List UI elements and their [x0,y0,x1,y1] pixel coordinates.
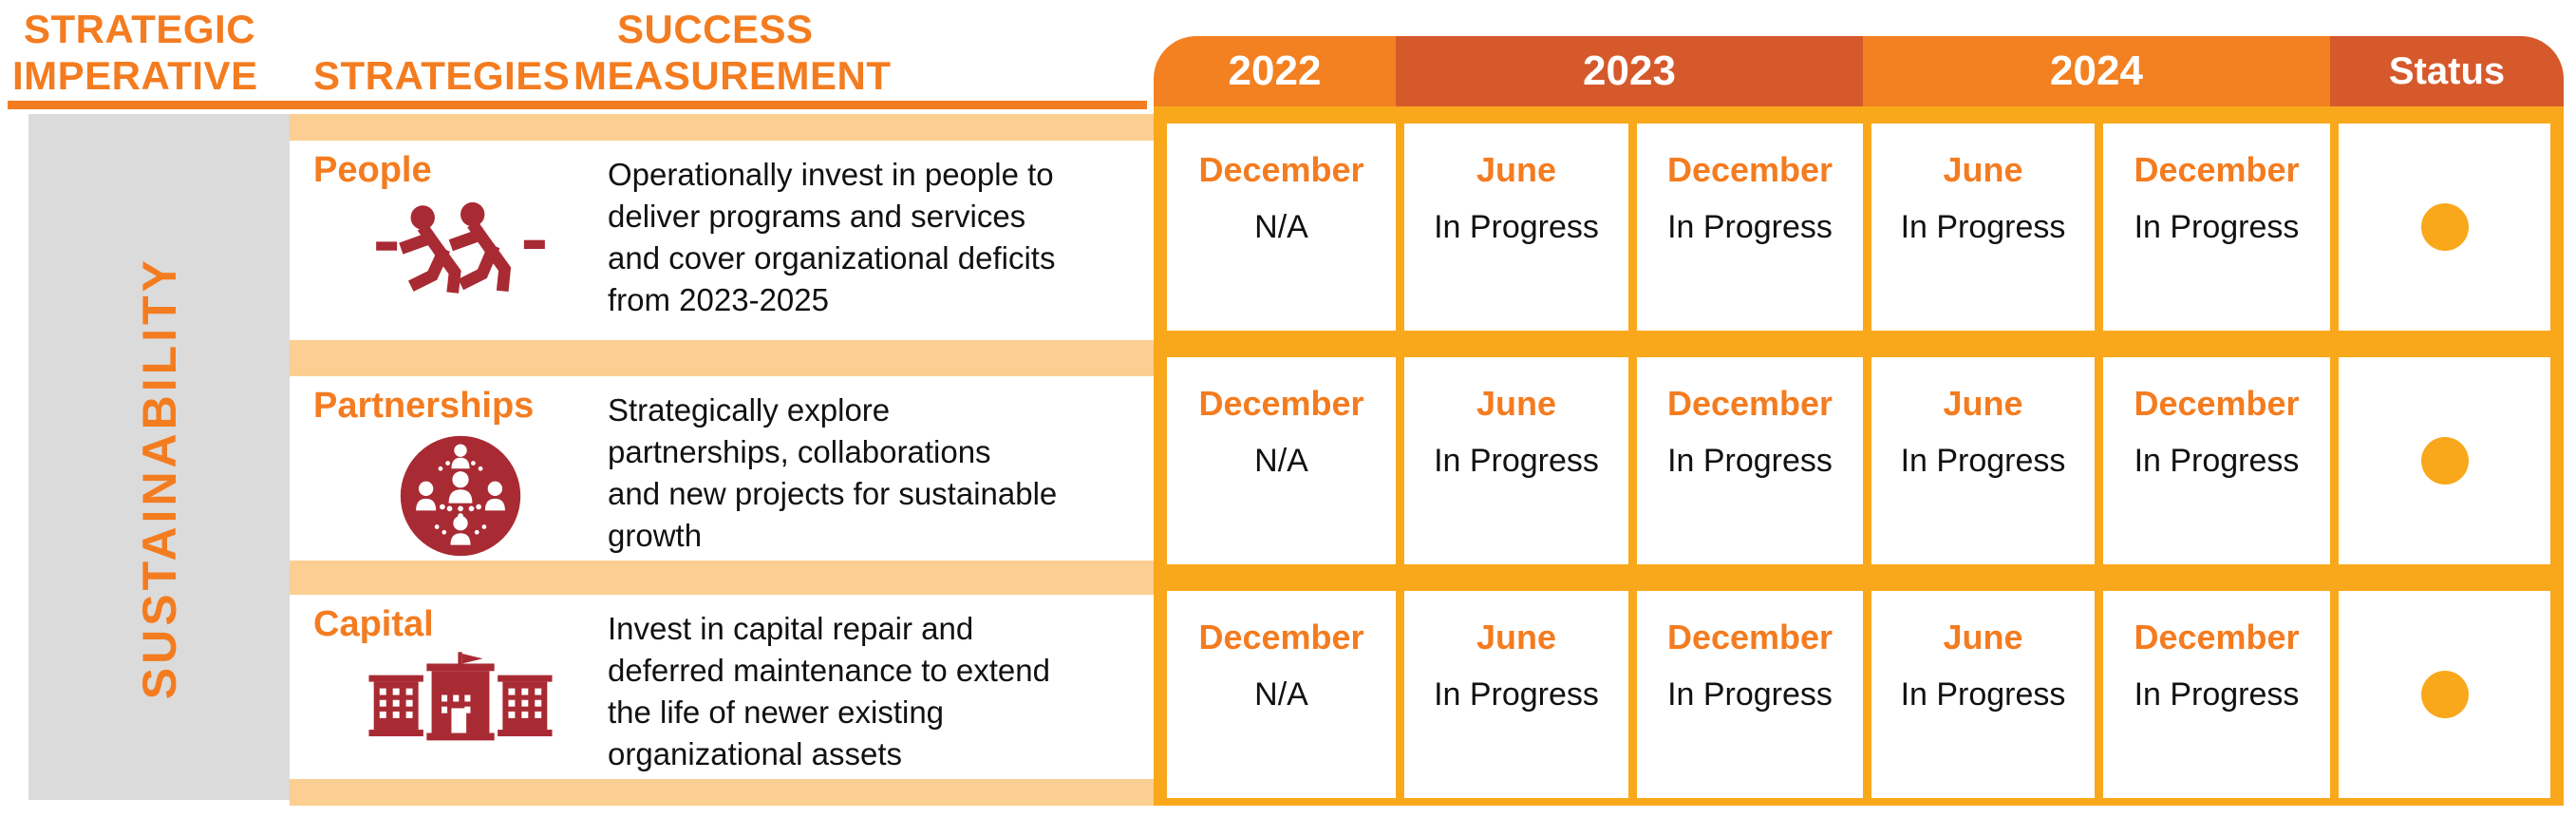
timeline-cell: June In Progress [1871,357,2095,564]
timeline-status-text: In Progress [2134,443,2300,479]
timeline-status-text: In Progress [1900,676,2066,713]
status-column-header: Status [2330,36,2564,106]
timeline-month-label: June [1943,150,2023,189]
timeline-cell: December In Progress [2103,124,2330,331]
header-line: IMPERATIVE [12,53,258,98]
timeline-cell: December In Progress [1637,591,1863,798]
status-cell [2339,591,2550,798]
year-header-2022: 2022 [1154,36,1396,106]
column-header-success-measurement: SUCCESS MEASUREMENT [573,6,892,99]
status-dot-amber-dot [2420,437,2469,485]
timeline-month-label: June [1943,618,2023,656]
strategy-row: People Operationally invest in people to… [290,141,1154,340]
timeline-cell: December N/A [1167,591,1396,798]
strategy-row: Partnerships [290,376,1154,561]
timeline-month-label: December [1198,150,1364,189]
timeline-cell: December N/A [1167,124,1396,331]
timeline-status-text: In Progress [1667,443,1833,479]
header-line: MEASUREMENT [573,53,892,98]
timeline-month-label: December [1666,384,1833,423]
strategies-rows: People Operationally invest in people to… [290,114,1154,806]
timeline-cell: June In Progress [1871,124,2095,331]
imperative-label: SUSTAINABILITY [132,257,186,700]
timeline-month-label: June [1476,150,1557,189]
timeline-status-text: In Progress [1434,676,1599,713]
timeline-month-label: December [1198,618,1364,656]
header-underline [8,101,1147,109]
timeline-cell: December N/A [1167,357,1396,564]
row-separator-band [290,114,1154,141]
timeline-cell: June In Progress [1871,591,2095,798]
building-icon [368,652,553,741]
status-dot-amber-dot [2420,671,2469,718]
timeline-month-label: June [1476,618,1557,656]
row-separator-band [290,779,1154,806]
status-dot-amber-dot [2420,203,2469,251]
timeline-status-text: N/A [1254,676,1308,713]
network-people-icon [400,435,521,557]
year-header-bar: 2022 2023 2024 Status [1154,36,2564,106]
timeline-status-text: In Progress [2134,209,2300,245]
status-cell [2339,124,2550,331]
strategy-cell: Capital [290,595,598,779]
network-people-icon [397,432,524,560]
column-header-strategic-imperative: STRATEGIC IMPERATIVE [12,6,258,99]
timeline-month-label: December [2134,384,2300,423]
timeline-status-text: In Progress [1900,443,2066,479]
timeline-month-label: December [1666,618,1833,656]
year-header-2024: 2024 [1863,36,2330,106]
success-measurement-text: Operationally invest in people to delive… [608,157,1056,317]
timeline-status-text: In Progress [1434,209,1599,245]
tug-of-war-icon [376,201,545,294]
header-line: SUCCESS [617,7,814,51]
success-measurement-text: Invest in capital repair and deferred ma… [608,611,1050,771]
timeline-grid: December N/A June In Progress December In Pro… [1154,106,2564,806]
timeline-month-label: December [1666,150,1833,189]
timeline-cell: December In Progress [1637,357,1863,564]
timeline-status-text: In Progress [1667,676,1833,713]
timeline-month-label: December [2134,618,2300,656]
timeline-cell: December In Progress [2103,357,2330,564]
strategy-cell: People [290,141,598,340]
column-header-strategies: STRATEGIES [313,53,571,98]
timeline-status-text: In Progress [2134,676,2300,713]
timeline-status-text: In Progress [1900,209,2066,245]
timeline-month-label: December [1198,384,1364,423]
strategy-label: Capital [313,604,434,644]
timeline-month-label: December [2134,150,2300,189]
row-separator-band [290,340,1154,376]
strategy-label: Partnerships [313,386,535,426]
timeline-month-label: June [1943,384,2023,423]
year-header-2023: 2023 [1396,36,1863,106]
timeline-cell: December In Progress [1637,124,1863,331]
header-line: STRATEGIC [24,7,256,51]
strategy-row: Capital [290,595,1154,779]
timeline-status-text: N/A [1254,443,1308,479]
timeline-status-text: In Progress [1667,209,1833,245]
timeline-cell: June In Progress [1404,591,1628,798]
strategy-label: People [313,150,432,190]
row-separator-band [290,561,1154,595]
imperative-cell-sustainability: SUSTAINABILITY [28,114,290,800]
success-measurement-text: Strategically explore partnerships, coll… [608,392,1058,553]
timeline-month-label: June [1476,384,1557,423]
timeline-cell: December In Progress [2103,591,2330,798]
status-cell [2339,357,2550,564]
timeline-status-text: In Progress [1434,443,1599,479]
timeline-status-text: N/A [1254,209,1308,245]
building-icon [366,651,555,746]
timeline-cell: June In Progress [1404,357,1628,564]
timeline-cell: June In Progress [1404,124,1628,331]
strategy-cell: Partnerships [290,376,598,561]
tug-of-war-icon [376,197,545,301]
